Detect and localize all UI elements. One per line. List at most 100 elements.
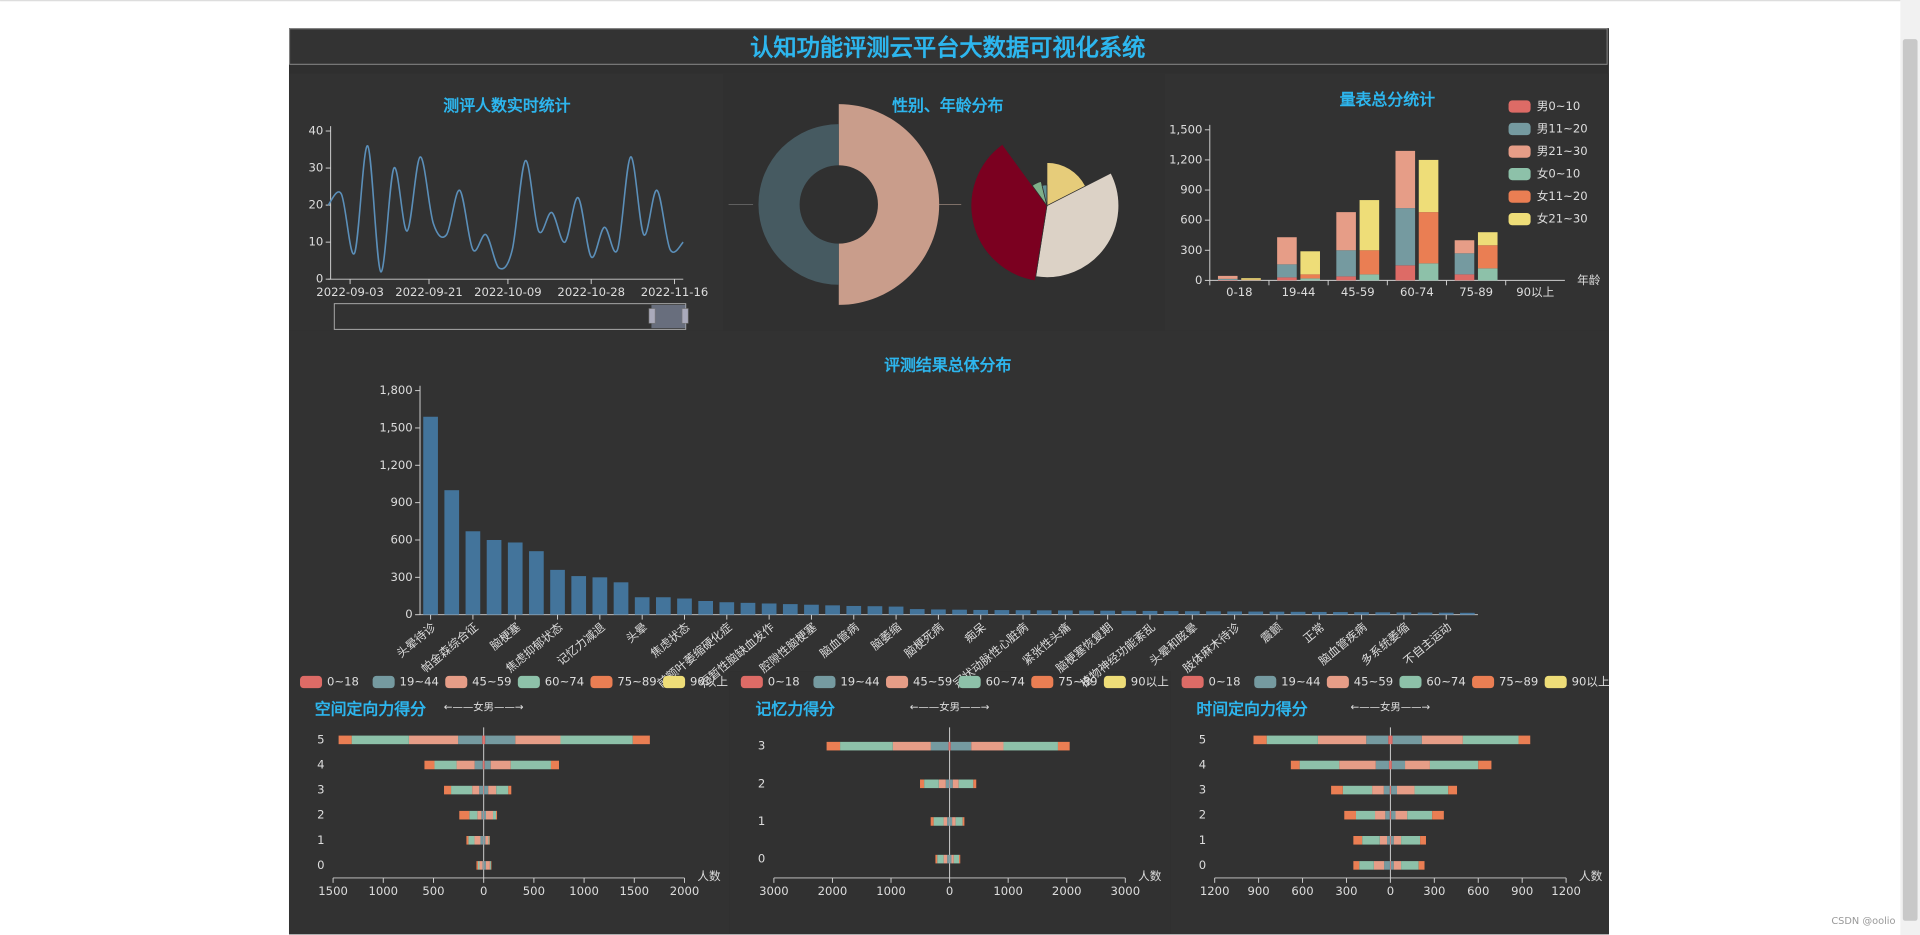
bar-segment (949, 817, 953, 826)
bar-segment (479, 785, 484, 795)
x-tick-label: 1000 (993, 884, 1023, 898)
bar (973, 609, 989, 615)
x-tick-label: 90以上 (1516, 285, 1554, 299)
legend-label: 90以上 (1572, 675, 1610, 689)
x-tick-label: 0 (480, 884, 487, 898)
bar (1100, 610, 1116, 615)
bar (1375, 612, 1391, 615)
x-tick-label: 60-74 (1400, 285, 1434, 299)
bar-segment (493, 810, 497, 820)
bar-segment (484, 785, 489, 795)
bar-segment (945, 779, 950, 789)
bar-segment (483, 785, 485, 795)
bar-segment (483, 785, 484, 795)
bar (1227, 611, 1242, 615)
bar-segment (1241, 279, 1261, 281)
bar-segment (1353, 836, 1363, 845)
legend-label: 45~59 (913, 675, 952, 689)
bar-segment (1300, 274, 1320, 279)
data-zoom-window[interactable] (651, 304, 686, 329)
x-tick-label: 2022-09-03 (316, 285, 384, 299)
bar-segment (947, 817, 950, 826)
x-tick-label: 300 (1335, 884, 1357, 898)
bar (507, 542, 523, 615)
bar-segment (466, 836, 469, 845)
pie-slice (1041, 184, 1048, 206)
bar-segment (1390, 785, 1392, 795)
bar-segment (1217, 275, 1238, 279)
annotation: ←——女男——→ (910, 701, 990, 714)
bar-segment (489, 836, 490, 845)
legend-label: 19~44 (1281, 675, 1320, 689)
bar-segment (951, 854, 954, 864)
data-zoom-handle[interactable] (681, 308, 689, 324)
bar-segment (1432, 810, 1444, 820)
bar-segment (496, 785, 509, 795)
legend-label: 45~59 (1354, 675, 1393, 689)
bar (677, 598, 692, 615)
panel (1164, 73, 1609, 331)
x-axis-name: 人数 (1138, 869, 1162, 883)
bar-segment (1375, 760, 1389, 770)
bar-segment (938, 779, 946, 789)
bar-segment (1217, 279, 1238, 281)
bar (423, 416, 438, 615)
bar-segment (1395, 208, 1416, 266)
bar-segment (973, 779, 977, 789)
bar-segment (1418, 861, 1425, 870)
bar-segment (948, 741, 950, 751)
y-tick-label: 4 (1199, 757, 1206, 771)
bar-segment (1342, 785, 1373, 795)
y-tick-label: 2 (1199, 808, 1206, 822)
bar (1333, 612, 1348, 615)
y-tick-label: 600 (390, 532, 412, 546)
bar-segment (1401, 861, 1419, 870)
bar-segment (1391, 785, 1397, 795)
legend-label: 75~89 (1499, 675, 1538, 689)
legend-swatch (1181, 675, 1204, 689)
bar-segment (451, 785, 473, 795)
bar-segment (474, 836, 481, 845)
bar-segment (1390, 836, 1394, 845)
bar-segment (1390, 861, 1394, 870)
bar-segment (1277, 237, 1297, 265)
legend-swatch (1399, 675, 1422, 689)
bar (1036, 610, 1052, 615)
bar-segment (351, 735, 409, 745)
bar-segment (1478, 760, 1492, 770)
bar-segment (1414, 785, 1449, 795)
data-zoom-handle[interactable] (648, 308, 656, 324)
x-tick-label: 1000 (876, 884, 906, 898)
bar (444, 490, 460, 615)
legend-swatch (886, 675, 909, 689)
legend-label: 60~74 (1426, 675, 1465, 689)
legend-swatch (813, 675, 836, 689)
bar-segment (952, 817, 956, 826)
bar (888, 606, 904, 615)
x-tick-label: 900 (1248, 884, 1270, 898)
x-tick-label: 0 (946, 884, 953, 898)
x-tick-label: 600 (1467, 884, 1489, 898)
y-tick-label: 900 (390, 495, 412, 509)
y-tick-label: 1 (1199, 833, 1206, 847)
pie-slice (1035, 172, 1120, 278)
bar (1058, 610, 1073, 615)
bar-segment (1393, 861, 1402, 870)
legend-swatch (1326, 675, 1349, 689)
bar-segment (1390, 810, 1392, 820)
scrollbar-thumb[interactable] (1902, 39, 1918, 921)
y-tick-label: 1,500 (1169, 122, 1202, 136)
bar (1417, 612, 1433, 615)
bar-segment (1277, 264, 1297, 278)
y-tick-label: 0 (316, 272, 323, 286)
x-tick-label: 2000 (818, 884, 848, 898)
x-tick-label: 500 (422, 884, 444, 898)
bar (1248, 611, 1264, 615)
x-tick-label: 2022-10-09 (474, 285, 542, 299)
bar-segment (483, 760, 485, 770)
y-tick-label: 5 (317, 732, 324, 746)
x-tick-label: 3000 (759, 884, 789, 898)
bar (592, 577, 608, 615)
legend-label: 75~89 (1058, 675, 1097, 689)
bar (1290, 611, 1306, 615)
